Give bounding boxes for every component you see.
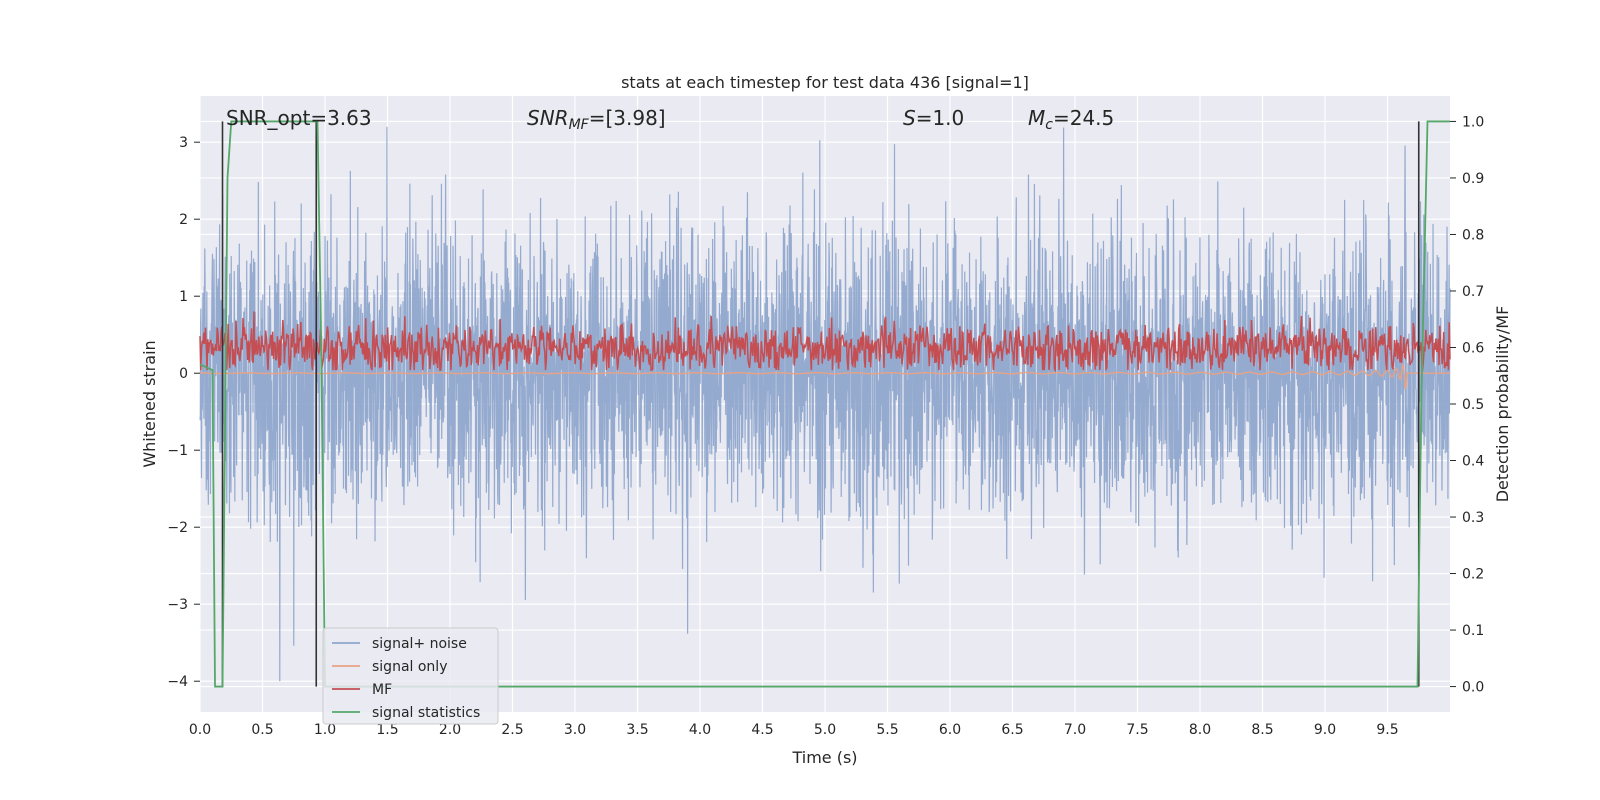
s-sym: S [903,106,916,130]
mc-sub: c [1045,117,1053,133]
x-tick-label-1: 0.5 [251,722,273,738]
annotation-mc: Mc=24.5 [1028,106,1114,133]
s-value: =1.0 [916,106,965,130]
annotation-s: S=1.0 [903,106,964,130]
x-tick-label-18: 9.0 [1314,722,1336,738]
x-tick-label-7: 3.5 [626,722,648,738]
signal-statistics-series [199,120,1450,688]
y-tick-label-6: 2 [179,212,188,228]
y-tick-label-7: 3 [179,135,188,151]
annotation-snr-opt: SNR_opt=3.63 [226,106,372,130]
signal-statistics-line [199,120,1450,688]
y2-tick-label-9: 0.9 [1462,171,1484,187]
legend-label-signal: signal only [372,659,447,675]
x-axis-label: Time (s) [791,748,857,767]
y-tick-label-2: −2 [167,520,188,536]
x-tick-label-11: 5.5 [876,722,898,738]
x-tick-label-3: 1.5 [376,722,398,738]
x-tick-label-0: 0.0 [189,722,211,738]
y2-tick-label-2: 0.2 [1462,567,1484,583]
y-tick-label-4: 0 [179,366,188,382]
x-tick-label-13: 6.5 [1001,722,1023,738]
legend-box [322,627,499,725]
x-tick-label-16: 8.0 [1189,722,1211,738]
y-axis-label: Whitened strain [140,340,159,467]
x-tick-label-12: 6.0 [939,722,961,738]
x-tick-label-4: 2.0 [439,722,461,738]
y2-tick-label-8: 0.8 [1462,227,1484,243]
y-tick-label-1: −3 [167,597,188,613]
x-tick-label-15: 7.5 [1126,722,1148,738]
x-tick-label-6: 3.0 [564,722,586,738]
legend-label-mf: MF [372,682,392,698]
snr-mf-base: SNR [527,106,569,130]
y-tick-label-0: −4 [167,674,188,690]
x-tick-label-17: 8.5 [1251,722,1273,738]
annotation-snr-mf: SNRMF=[3.98] [527,106,666,133]
y2-tick-label-4: 0.4 [1462,454,1484,470]
x-axis-ticks: 0.0 0.5 1.0 1.5 2.0 2.5 3.0 3.5 4.0 4.5 5.0 5.5 6.0 6… [189,722,1399,738]
y2-tick-label-0: 0.0 [1462,680,1484,696]
legend-label-stats: signal statistics [372,705,480,721]
y2-tick-label-1: 0.1 [1462,623,1484,639]
legend-label-noise: signal+ noise [372,636,467,652]
chart-title: stats at each timestep for test data 436… [621,73,1029,92]
x-tick-label-9: 4.5 [751,722,773,738]
y2-tick-label-7: 0.7 [1462,284,1484,300]
mc-sym: M [1028,106,1045,130]
mf-line [199,311,1451,373]
y-axis-ticks: −4 −3 −2 −1 0 1 2 3 [167,135,200,690]
y2-tick-label-10: 1.0 [1462,114,1484,130]
y2-axis-label: Detection probability/MF [1493,306,1512,503]
snr-mf-sub: MF [569,117,590,133]
y2-tick-label-3: 0.3 [1462,510,1484,526]
x-tick-label-10: 5.0 [814,722,836,738]
y2-tick-label-5: 0.5 [1462,397,1484,413]
snr-mf-value: =[3.98] [589,106,666,130]
mc-value: =24.5 [1053,106,1114,130]
y-tick-label-3: −1 [167,443,188,459]
x-tick-label-2: 1.0 [314,722,336,738]
x-tick-label-14: 7.0 [1064,722,1086,738]
y2-tick-label-6: 0.6 [1462,340,1484,356]
signal-only-series [199,362,1450,390]
mf-series [199,311,1451,373]
y-tick-label-5: 1 [179,289,188,305]
legend: signal+ noise signal only MF signal stat… [322,627,499,725]
x-tick-label-8: 4.0 [689,722,711,738]
signal-line [199,362,1450,390]
y2-axis-ticks: 0.0 0.1 0.2 0.3 0.4 0.5 0.6 0.7 0.8 0.9 1.0 [1450,114,1484,696]
x-tick-label-5: 2.5 [501,722,523,738]
x-tick-label-19: 9.5 [1376,722,1398,738]
